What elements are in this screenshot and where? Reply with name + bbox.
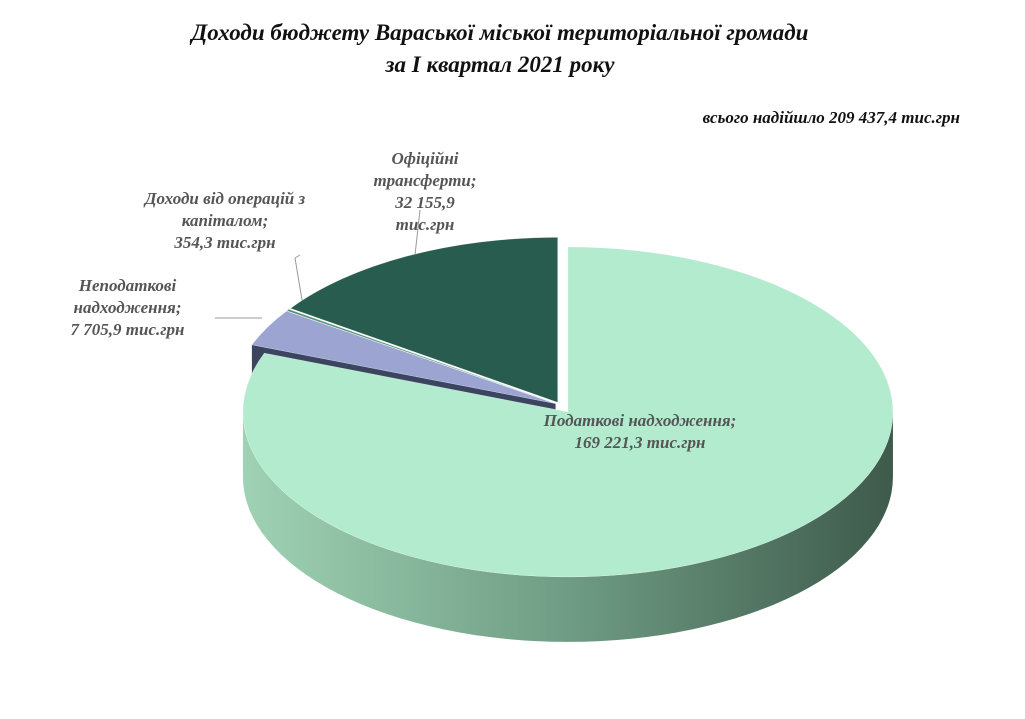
slice xyxy=(290,237,558,403)
slice-label: Доходи від операцій з капіталом; 354,3 ти… xyxy=(100,188,350,254)
value-label: 169 221,3 тис.грн xyxy=(574,433,706,452)
leader-line xyxy=(294,257,303,301)
slice xyxy=(242,246,894,578)
value-label: 354,3 тис.грн xyxy=(174,233,276,252)
value-label: 32 155,9 тис.грн xyxy=(395,193,455,234)
leader-line xyxy=(414,209,421,256)
leader-line xyxy=(294,254,301,259)
slice xyxy=(251,310,556,404)
chart-subtitle: всього надійшло 209 437,4 тис.грн xyxy=(703,108,960,127)
category-label: Податкові надходження; xyxy=(543,411,737,430)
slice-label: Неподаткові надходження; 7 705,9 тис.грн xyxy=(40,275,215,341)
category-label: Неподаткові надходження; xyxy=(73,276,182,317)
value-label: 7 705,9 тис.грн xyxy=(70,320,185,339)
category-label: Доходи від операцій з капіталом; xyxy=(144,189,306,230)
slice-side xyxy=(242,411,893,642)
slice xyxy=(286,309,556,404)
slice-label: Податкові надходження; 169 221,3 тис.грн xyxy=(510,410,770,454)
chart-title: за І квартал 2021 року xyxy=(385,52,616,77)
chart-title: Доходи бюджету Вараської міської територ… xyxy=(190,20,809,45)
slice-label: Офіційні трансферти; 32 155,9 тис.грн xyxy=(365,148,485,236)
category-label: Офіційні трансферти; xyxy=(373,149,477,190)
